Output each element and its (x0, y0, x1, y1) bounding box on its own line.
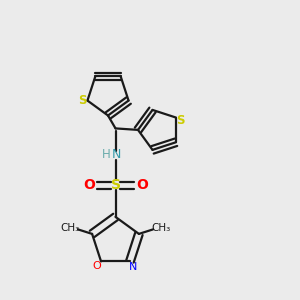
Text: S: S (110, 178, 121, 192)
Text: O: O (93, 261, 101, 271)
Text: O: O (136, 178, 148, 192)
Text: S: S (176, 114, 185, 127)
Text: N: N (129, 262, 137, 272)
Text: N: N (112, 148, 122, 161)
Text: CH₃: CH₃ (151, 223, 170, 233)
Text: S: S (78, 94, 86, 107)
Text: O: O (83, 178, 95, 192)
Text: CH₃: CH₃ (61, 223, 80, 233)
Text: H: H (102, 148, 111, 161)
